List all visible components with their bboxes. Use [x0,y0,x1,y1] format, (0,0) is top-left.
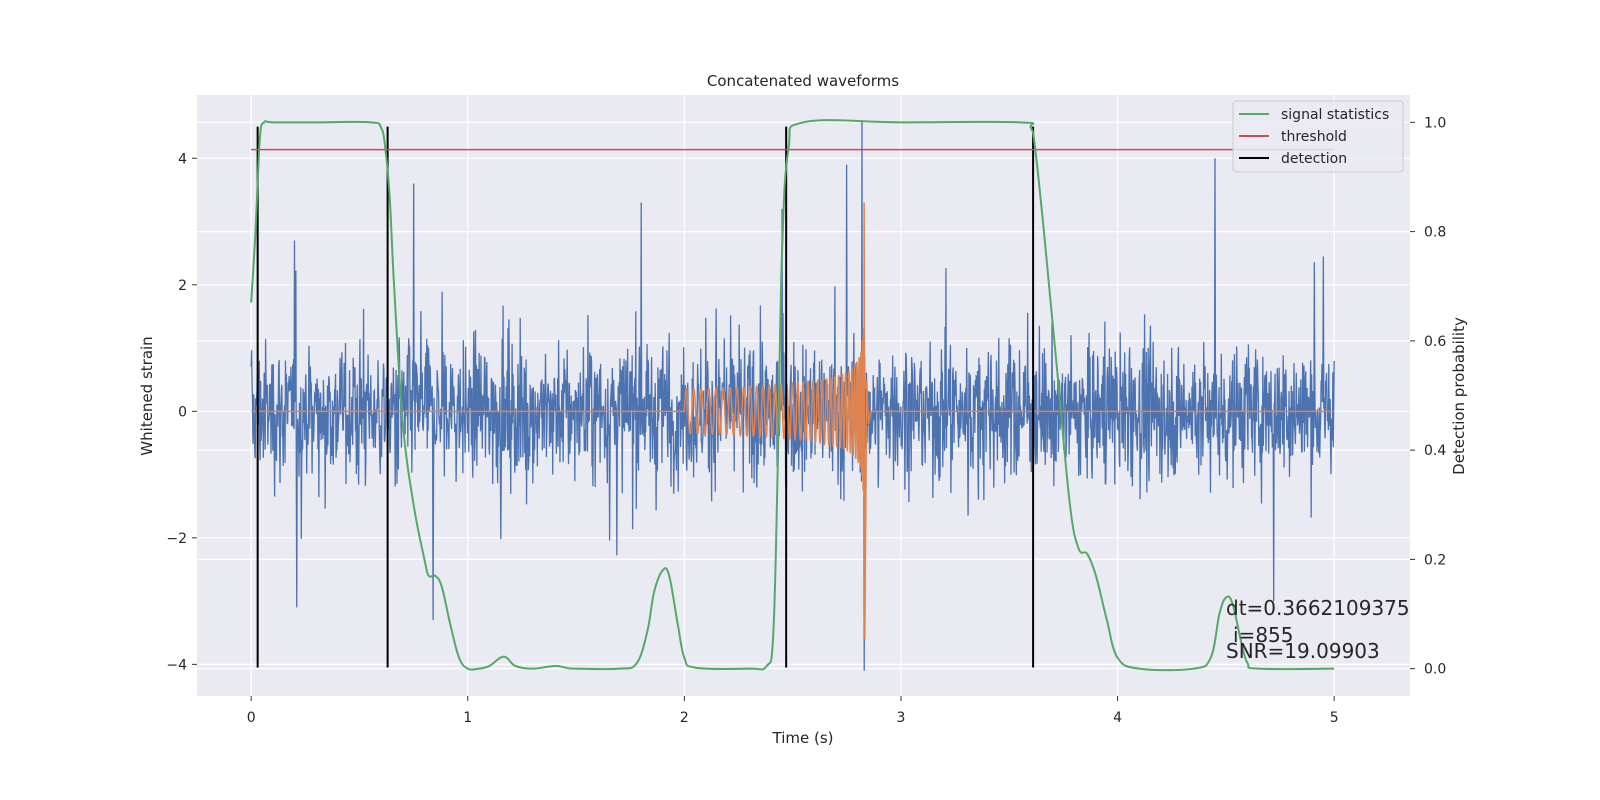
noise-series-line [250,120,1335,671]
signal-statistics-line [250,119,1335,672]
y-axis-right-label: Detection probability [1450,317,1468,475]
legend: signal statistics threshold detection [1232,100,1404,173]
x-axis-label: Time (s) [772,729,834,747]
x-tick-label: 4 [1113,710,1122,726]
y-right-tick-label: 0.6 [1424,334,1446,350]
legend-label: detection [1281,151,1347,167]
y-right-tick-label: 0.0 [1424,662,1446,678]
data-layer [250,119,1335,672]
y-axis-left-label: Whitened strain [138,336,156,455]
x-tick-label: 3 [897,710,906,726]
annotation-text: i=855 [1233,623,1294,647]
y-right-tick-label: 0.4 [1424,443,1446,459]
y-left-tick-label: 0 [178,404,187,420]
y-right-tick-label: 1.0 [1424,115,1446,131]
y-right-tick-label: 0.2 [1424,552,1446,568]
x-tick-label: 0 [247,710,256,726]
y-left-tick-label: −4 [166,657,187,673]
chirp-series-line [251,202,1335,640]
y-left-tick-label: −2 [166,531,187,547]
annotation-text: SNR=19.09903 [1226,639,1380,663]
y-left-tick-label: 2 [178,278,187,294]
x-tick-label: 5 [1330,710,1339,726]
chart-title: Concatenated waveforms [707,72,899,90]
annotation-text: dt=0.3662109375 [1226,596,1410,620]
legend-label: signal statistics [1281,107,1389,123]
axes: 0 1 2 3 4 5 −4 −2 0 2 4 0.0 0.2 0.4 0.6 0.8 1.0 [166,115,1446,726]
x-tick-label: 1 [463,710,472,726]
x-tick-label: 2 [680,710,689,726]
y-right-tick-label: 0.8 [1424,225,1446,241]
legend-box [1232,100,1404,173]
y-left-tick-label: 4 [178,151,187,167]
legend-label: threshold [1281,129,1347,145]
